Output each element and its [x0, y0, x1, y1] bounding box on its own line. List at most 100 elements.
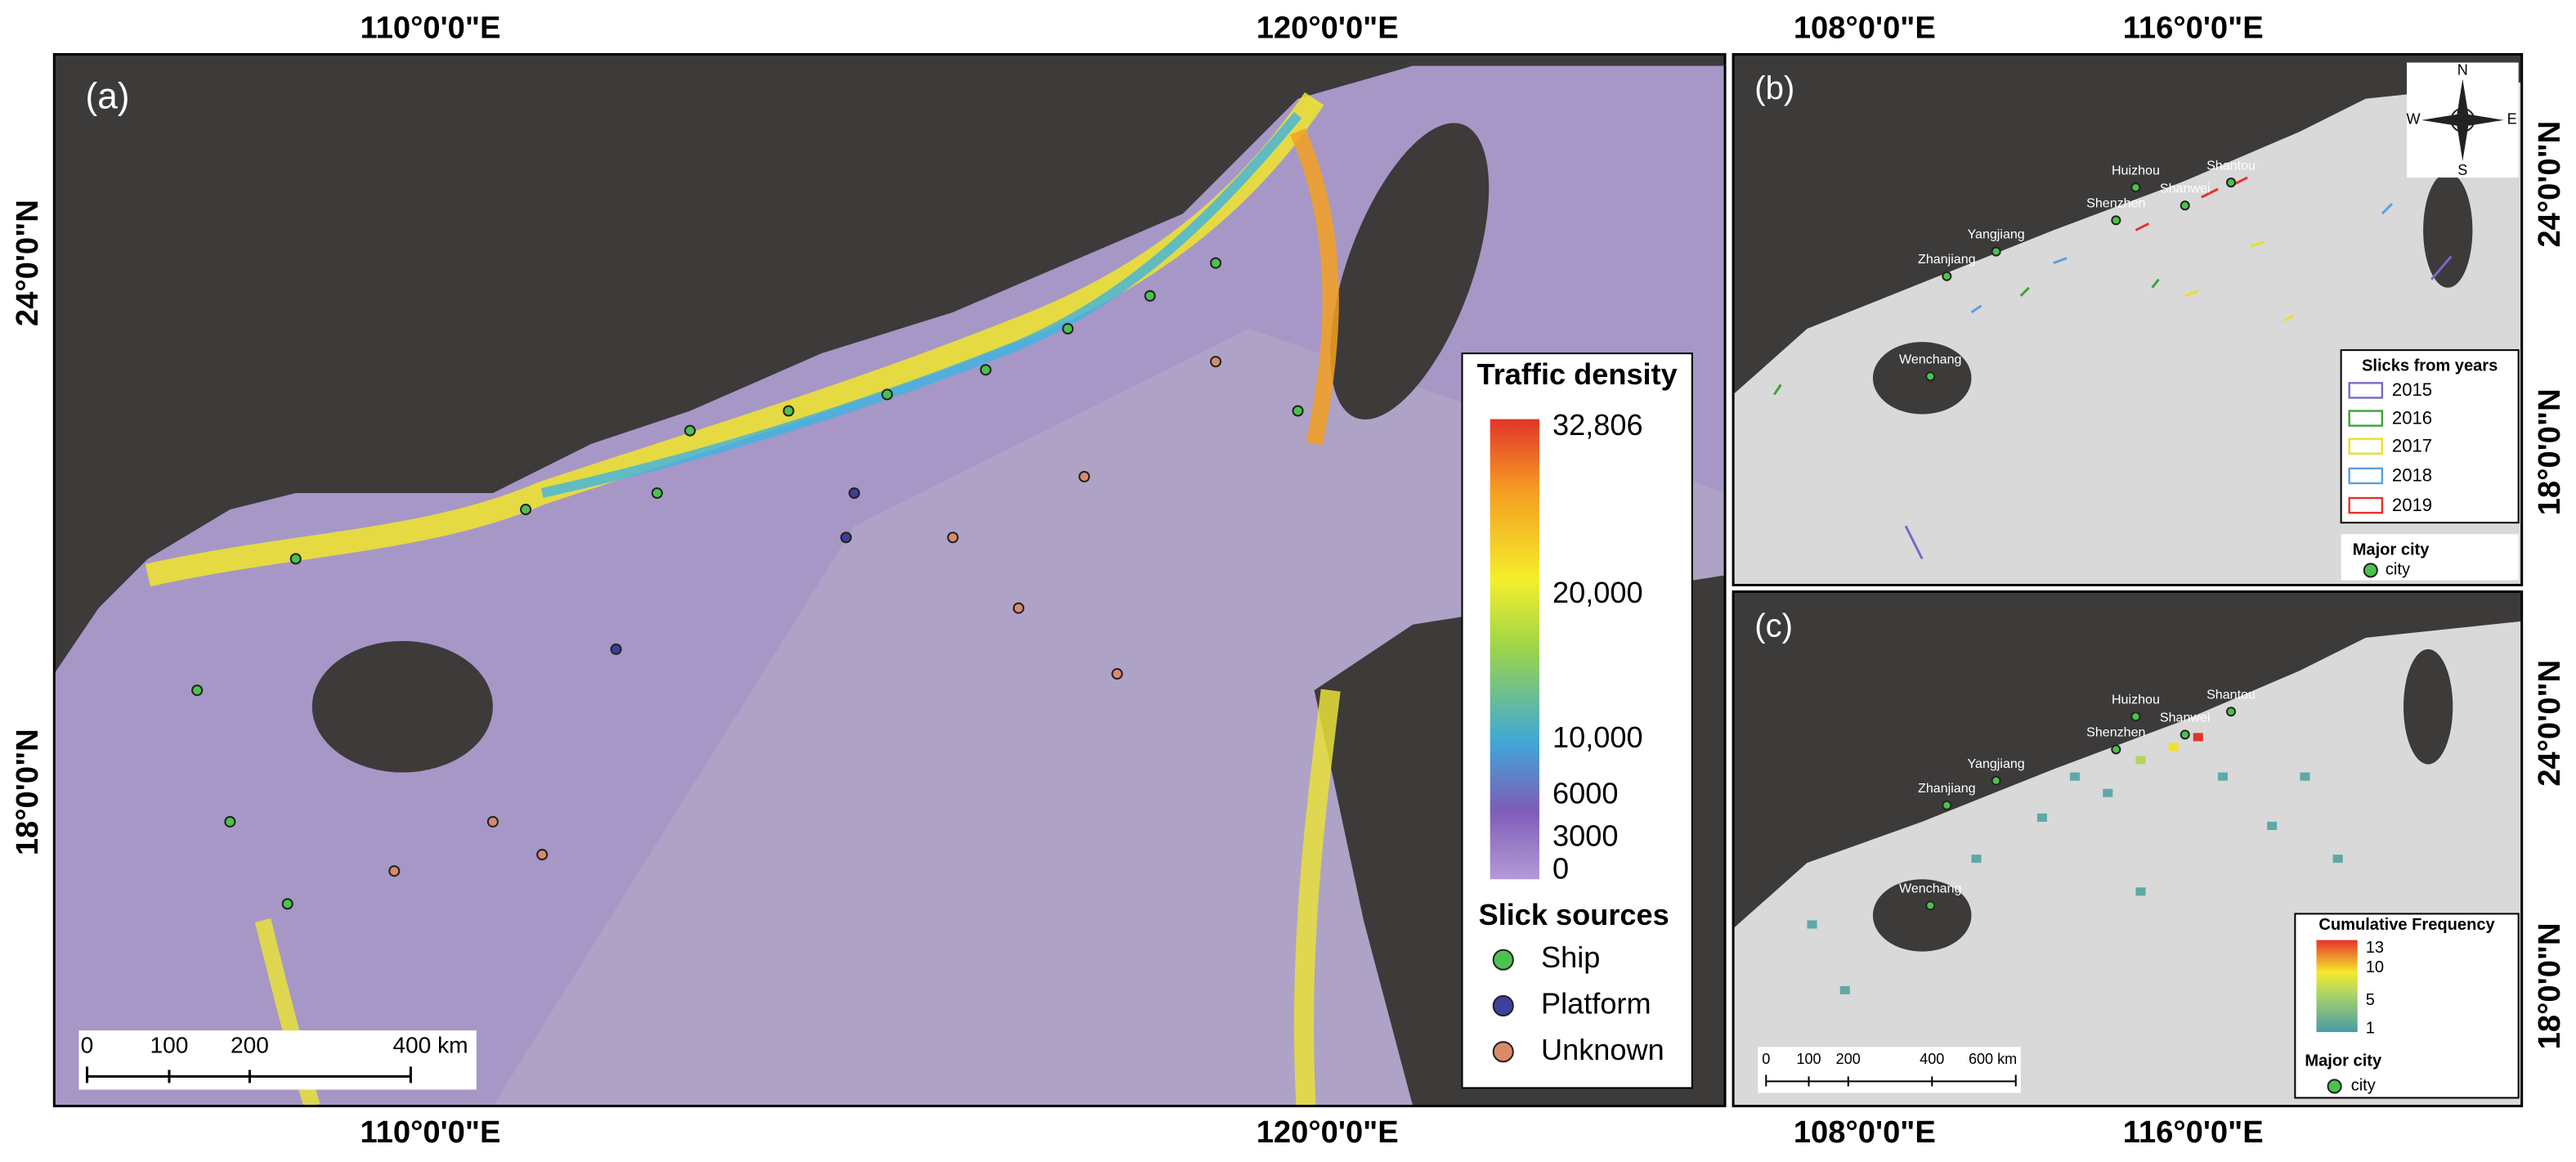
lon-label: 108°0'0"E: [1794, 10, 1936, 45]
lat-label: 18°0'0"N: [2532, 388, 2567, 515]
city-marker: [1991, 775, 2001, 786]
slick-lines: [1773, 176, 2453, 560]
legend-label: city: [2351, 1077, 2376, 1095]
colorbar-tick: 1: [2366, 1019, 2375, 1037]
scale-bar-c: [1765, 1075, 2017, 1087]
year-swatches: [2348, 382, 2384, 514]
scale-bar-box-c: [1758, 1047, 2021, 1093]
lon-label: 110°0'0"E: [361, 1115, 501, 1150]
frame-c: [1732, 590, 2524, 1108]
legend-label: 2017: [2392, 436, 2432, 456]
legend-symbol: [1492, 949, 1514, 971]
city-marker: [2111, 744, 2121, 755]
city-marker: [1942, 271, 1952, 281]
legend-label: 2016: [2392, 407, 2432, 428]
legend-symbol: [2363, 563, 2378, 578]
scale-label: 100: [150, 1033, 189, 1058]
city-label: Zhanjiang: [1918, 252, 1976, 267]
lon-label: 110°0'0"E: [361, 10, 501, 45]
slick-points: [191, 257, 1304, 910]
colorbar-tick: 0: [1552, 852, 1569, 886]
lat-label: 24°0'0"N: [10, 200, 45, 326]
panel-label: (a): [85, 76, 129, 116]
legend-label: city: [2386, 561, 2410, 579]
lon-label: 108°0'0"E: [1794, 1115, 1936, 1150]
map-a: [54, 54, 1726, 1106]
city-label: Wenchang: [1899, 352, 1962, 366]
frame-a: [52, 52, 1727, 1108]
colorbar-tick: 20,000: [1552, 576, 1643, 609]
city-label: Shantou: [2206, 687, 2256, 702]
frequency-cells: [1807, 733, 2343, 994]
city-label: Shenzhen: [2086, 725, 2145, 740]
scale-label: 600 km: [1969, 1051, 2017, 1067]
scale-label: 400 km: [392, 1033, 468, 1058]
legend-symbol: [1492, 994, 1514, 1017]
colorbar-tick: 6000: [1552, 776, 1618, 810]
city-marker: [2180, 729, 2190, 740]
colorbar-tick: 3000: [1552, 819, 1618, 853]
colorbar-tick: 32,806: [1552, 408, 1643, 442]
colorbar-c: [2316, 940, 2358, 1033]
legend-label: Unknown: [1541, 1033, 1664, 1066]
legend-title: Slick sources: [1479, 898, 1669, 931]
city-marker: [1991, 246, 2001, 257]
scale-label: 0: [1762, 1051, 1770, 1067]
city-label: Shantou: [2206, 158, 2256, 173]
city-label: Yangjiang: [1967, 227, 2024, 242]
colorbar-tick: 10: [2366, 958, 2384, 976]
legend-title: Major city: [2305, 1052, 2382, 1070]
lon-label: 116°0'0"E: [2123, 1115, 2264, 1150]
panel-label: (c): [1754, 607, 1793, 644]
panel-label: (b): [1754, 70, 1794, 106]
city-marker: [2225, 707, 2237, 717]
lon-label: 120°0'0"E: [1257, 10, 1399, 45]
legend-box-b: [2340, 349, 2520, 524]
compass-label: N: [2457, 61, 2468, 78]
legend-symbol: [1492, 1041, 1514, 1063]
city-marker: [2130, 711, 2141, 722]
compass-label: S: [2457, 162, 2467, 178]
city-label: Shenzhen: [2086, 196, 2145, 211]
compass-label: W: [2407, 111, 2421, 128]
lat-label: 24°0'0"N: [2532, 660, 2567, 787]
legend-label: 2018: [2392, 465, 2432, 486]
legend-label: Ship: [1541, 940, 1600, 974]
scale-label: 200: [1836, 1051, 1861, 1067]
city-label: Shanwei: [2160, 711, 2211, 725]
colorbar-tick: 10,000: [1552, 720, 1643, 754]
scale-label: 400: [1920, 1051, 1944, 1067]
legend-title: Cumulative Frequency: [2318, 916, 2495, 934]
lat-label: 18°0'0"N: [2532, 922, 2567, 1049]
legend-title: Slicks from years: [2362, 357, 2498, 375]
legend-title: Major city: [2353, 541, 2430, 559]
lat-label: 18°0'0"N: [10, 729, 45, 855]
compass-label: E: [2507, 111, 2517, 128]
scale-label: 100: [1796, 1051, 1821, 1067]
city-marker: [2111, 215, 2121, 226]
colorbar-tick: 13: [2366, 939, 2384, 957]
city-marker: [2180, 200, 2190, 211]
legend-label: 2019: [2392, 495, 2432, 515]
city-marker: [2130, 182, 2141, 193]
lon-label: 116°0'0"E: [2123, 10, 2264, 45]
city-marker: [1942, 800, 1952, 810]
city-marker: [1925, 371, 1936, 382]
city-label: Huizhou: [2112, 163, 2160, 177]
city-label: Yangjiang: [1967, 756, 2024, 771]
city-label: Shanwei: [2160, 181, 2211, 195]
legend-title: Traffic density: [1477, 357, 1678, 391]
city-label: Zhanjiang: [1918, 781, 1976, 796]
city-marker: [1925, 900, 1936, 911]
scale-label: 0: [81, 1033, 94, 1058]
lon-label: 120°0'0"E: [1257, 1115, 1399, 1150]
legend-label: 2015: [2392, 379, 2432, 400]
scale-bar-a: [85, 1066, 412, 1083]
colorbar-tick: 5: [2366, 991, 2375, 1009]
frame-b: [1732, 52, 2524, 587]
city-label: Wenchang: [1899, 882, 1962, 896]
city-label: Huizhou: [2112, 692, 2160, 707]
colorbar-a: [1490, 419, 1539, 880]
lat-label: 24°0'0"N: [2532, 121, 2567, 248]
